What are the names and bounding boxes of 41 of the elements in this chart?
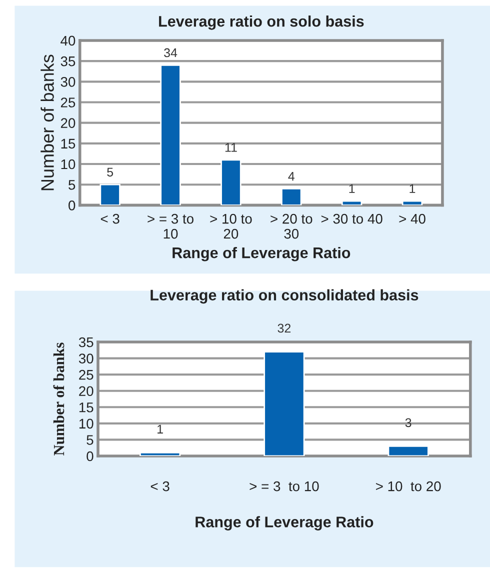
y-tick-label: 20: [79, 386, 94, 396]
x-tick-label: < 3: [100, 214, 120, 224]
y-axis-title: Number of banks: [53, 342, 64, 456]
x-axis-title: Range of Leverage Ratio: [172, 246, 350, 262]
x-tick-label: < 3: [150, 481, 170, 492]
y-tick-label: 10: [79, 418, 94, 429]
x-tick-label: > = 3 to 10: [250, 481, 319, 492]
chart-title: Leverage ratio on solo basis: [159, 16, 364, 30]
data-label: 5: [107, 168, 114, 177]
y-tick-label: 0: [68, 200, 76, 210]
data-label: 4: [288, 172, 294, 181]
data-label: 1: [158, 424, 163, 434]
x-axis-title: Range of Leverage Ratio: [196, 516, 374, 530]
y-tick-label: 20: [60, 118, 76, 128]
data-label: 11: [225, 143, 237, 152]
x-tick-label: > 20 to 30: [270, 214, 312, 239]
data-label: 1: [410, 184, 416, 193]
y-tick-label: 35: [78, 337, 94, 348]
chart-title: Leverage ratio on consolidated basis: [150, 289, 418, 304]
y-tick-label: 35: [60, 56, 76, 66]
data-label: 3: [405, 418, 412, 428]
y-tick-label: 0: [86, 451, 94, 462]
y-tick-label: 15: [61, 138, 76, 149]
y-tick-label: 30: [60, 76, 76, 87]
y-tick-label: 25: [60, 98, 76, 108]
y-tick-label: 40: [60, 36, 76, 46]
y-tick-label: 15: [79, 402, 94, 412]
x-tick-label: > 30 to 40: [321, 214, 382, 224]
x-tick-label: > 10 to 20: [210, 214, 252, 239]
y-tick-label: 25: [79, 370, 94, 380]
y-axis-title: Number of banks: [40, 54, 54, 190]
y-tick-label: 30: [78, 354, 94, 364]
x-tick-label: > = 3 to 10: [148, 214, 194, 239]
data-label: 1: [349, 184, 355, 193]
x-tick-label: > 40: [399, 214, 426, 224]
y-tick-label: 5: [86, 435, 94, 445]
data-label: 34: [164, 48, 178, 58]
x-tick-label: > 10 to 20: [376, 481, 441, 492]
data-label: 32: [278, 324, 291, 333]
y-tick-label: 10: [61, 159, 76, 170]
y-tick-label: 5: [68, 180, 76, 190]
